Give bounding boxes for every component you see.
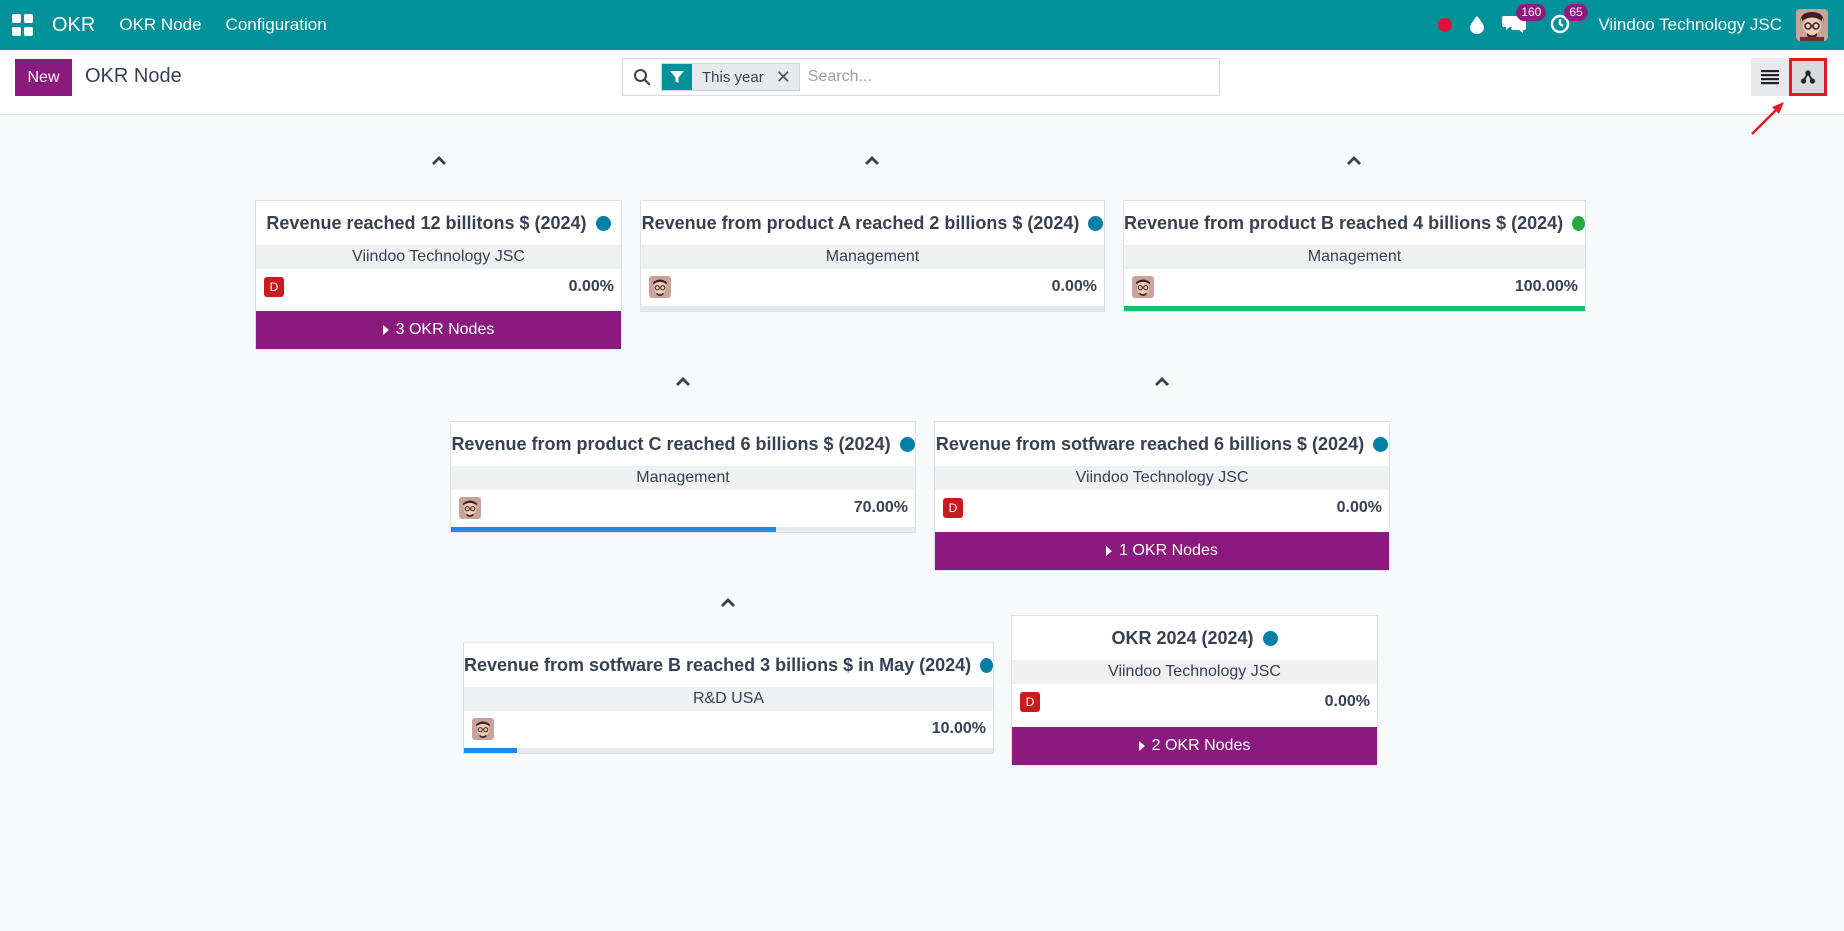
- node-department: Management: [1124, 245, 1585, 269]
- okr-node-card[interactable]: OKR 2024 (2024) Viindoo Technology JSC D…: [1011, 615, 1378, 766]
- expand-parent-chevron-icon[interactable]: [1346, 155, 1362, 165]
- activity-count-badge: 65: [1564, 4, 1588, 21]
- annotation-arrow-icon: [1751, 102, 1784, 135]
- new-button[interactable]: New: [15, 59, 72, 96]
- okr-node-card[interactable]: Revenue reached 12 billitons $ (2024) Vi…: [255, 200, 622, 350]
- okr-node-card[interactable]: Revenue from sotfware reached 6 billions…: [934, 421, 1390, 571]
- status-dot-icon: [1262, 630, 1278, 646]
- node-progress-percent: 0.00%: [1324, 693, 1370, 710]
- expand-parent-chevron-icon[interactable]: [675, 376, 691, 386]
- user-initial-badge[interactable]: D: [943, 498, 963, 518]
- app-brand[interactable]: OKR: [52, 13, 96, 36]
- top-navbar: OKR OKR Node Configuration 160 65 Viindo…: [0, 0, 1844, 50]
- recording-indicator-icon[interactable]: [1438, 18, 1453, 32]
- expand-parent-chevron-icon[interactable]: [431, 155, 447, 165]
- status-dot-icon: [899, 436, 915, 452]
- okr-node-card[interactable]: Revenue from product C reached 6 billion…: [450, 421, 916, 533]
- progress-bar: [464, 748, 993, 753]
- page-title: OKR Node: [85, 65, 182, 87]
- node-progress-percent: 70.00%: [853, 499, 908, 516]
- okr-node-card[interactable]: Revenue from product A reached 2 billion…: [640, 200, 1105, 312]
- user-avatar[interactable]: [1132, 276, 1154, 298]
- user-avatar[interactable]: [472, 718, 494, 740]
- status-dot-icon: [1373, 436, 1389, 452]
- child-nodes-label: 1 OKR Nodes: [1119, 542, 1218, 559]
- apps-menu-icon[interactable]: [12, 14, 34, 36]
- user-initial-badge[interactable]: D: [1020, 692, 1040, 712]
- messages-count-badge: 160: [1516, 4, 1547, 21]
- control-panel: New OKR Node This year ✕: [0, 50, 1844, 115]
- messages-icon[interactable]: 160: [1502, 4, 1547, 36]
- child-nodes-label: 2 OKR Nodes: [1151, 737, 1251, 754]
- facet-value-label: This year: [702, 68, 764, 86]
- node-department: Management: [451, 466, 915, 490]
- show-child-nodes-button[interactable]: 1 OKR Nodes: [935, 532, 1389, 570]
- status-dot-icon: [1088, 215, 1104, 231]
- menu-okr-node[interactable]: OKR Node: [119, 15, 202, 34]
- node-title: Revenue from sotfware B reached 3 billio…: [464, 654, 972, 675]
- search-facet: This year ✕: [661, 63, 800, 91]
- node-department: R&D USA: [464, 687, 993, 711]
- node-progress-percent: 10.00%: [931, 720, 986, 737]
- caret-right-icon: [1106, 546, 1113, 556]
- node-progress-percent: 0.00%: [1336, 499, 1382, 516]
- node-title: Revenue from product C reached 6 billion…: [451, 433, 891, 454]
- expand-parent-chevron-icon[interactable]: [720, 597, 736, 607]
- node-title: Revenue from product A reached 2 billion…: [641, 212, 1080, 233]
- node-title: OKR 2024 (2024): [1111, 627, 1254, 648]
- node-title: Revenue reached 12 billitons $ (2024): [266, 212, 587, 233]
- node-progress-percent: 0.00%: [1051, 278, 1097, 295]
- node-title: Revenue from sotfware reached 6 billions…: [935, 433, 1365, 454]
- okr-node-card[interactable]: Revenue from sotfware B reached 3 billio…: [463, 642, 994, 754]
- node-title: Revenue from product B reached 4 billion…: [1124, 212, 1564, 233]
- progress-bar: [641, 306, 1104, 311]
- status-dot-icon: [595, 215, 611, 231]
- expand-parent-chevron-icon[interactable]: [864, 155, 880, 165]
- progress-bar: [1124, 306, 1585, 311]
- user-avatar[interactable]: [459, 497, 481, 519]
- node-department: Viindoo Technology JSC: [1012, 660, 1377, 684]
- activity-clock-icon[interactable]: 65: [1550, 4, 1588, 36]
- droplet-icon[interactable]: [1470, 16, 1485, 34]
- caret-right-icon: [382, 325, 389, 335]
- user-avatar[interactable]: [1796, 9, 1828, 41]
- caret-right-icon: [1138, 741, 1145, 751]
- status-dot-icon: [1572, 215, 1585, 231]
- search-bar: This year ✕: [622, 58, 1220, 96]
- progress-bar: [451, 527, 915, 532]
- search-icon[interactable]: [633, 68, 651, 86]
- hierarchy-view-button[interactable]: [1789, 58, 1827, 96]
- node-department: Viindoo Technology JSC: [935, 466, 1389, 490]
- expand-parent-chevron-icon[interactable]: [1154, 376, 1170, 386]
- user-initial-badge[interactable]: D: [264, 277, 284, 297]
- status-dot-icon: [980, 657, 993, 673]
- list-view-button[interactable]: [1751, 58, 1789, 96]
- list-icon: [1761, 70, 1779, 85]
- hierarchy-icon: [1800, 70, 1816, 84]
- remove-facet-icon[interactable]: ✕: [775, 66, 791, 87]
- filter-icon: [662, 64, 692, 90]
- show-child-nodes-button[interactable]: 2 OKR Nodes: [1012, 727, 1377, 765]
- menu-configuration[interactable]: Configuration: [225, 15, 327, 34]
- node-progress-percent: 100.00%: [1514, 278, 1578, 295]
- child-nodes-label: 3 OKR Nodes: [395, 321, 495, 338]
- company-switcher[interactable]: Viindoo Technology JSC: [1598, 15, 1782, 34]
- user-avatar[interactable]: [649, 276, 671, 298]
- view-switcher: [1751, 58, 1827, 96]
- okr-node-card[interactable]: Revenue from product B reached 4 billion…: [1123, 200, 1586, 312]
- node-department: Viindoo Technology JSC: [256, 245, 621, 269]
- node-department: Management: [641, 245, 1104, 269]
- node-progress-percent: 0.00%: [568, 278, 614, 295]
- show-child-nodes-button[interactable]: 3 OKR Nodes: [256, 311, 621, 349]
- search-input[interactable]: [807, 68, 1208, 86]
